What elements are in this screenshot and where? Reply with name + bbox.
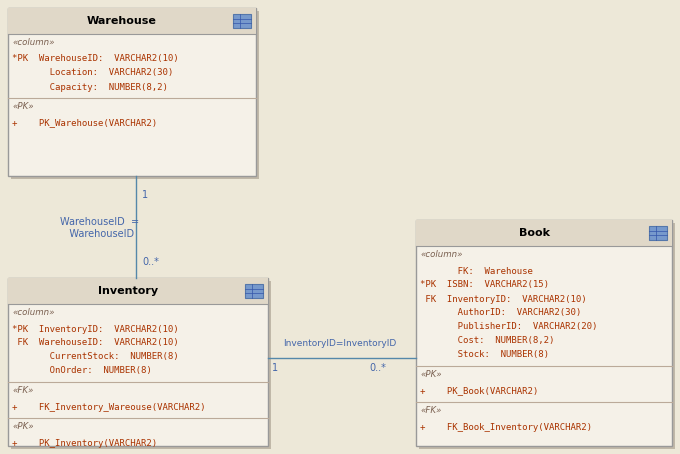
Bar: [8, 8, 256, 176]
Text: FK  InventoryID:  VARCHAR2(10): FK InventoryID: VARCHAR2(10): [420, 295, 587, 304]
Bar: [416, 220, 672, 246]
Text: Capacity:  NUMBER(8,2): Capacity: NUMBER(8,2): [12, 83, 168, 92]
Text: CurrentStock:  NUMBER(8): CurrentStock: NUMBER(8): [12, 352, 179, 361]
Bar: [245, 284, 263, 298]
Text: +    FK_Inventory_Wareouse(VARCHAR2): + FK_Inventory_Wareouse(VARCHAR2): [12, 403, 205, 411]
Text: *PK  WarehouseID:  VARCHAR2(10): *PK WarehouseID: VARCHAR2(10): [12, 54, 179, 64]
Text: «PK»: «PK»: [12, 102, 33, 111]
Text: 1: 1: [142, 190, 148, 200]
Bar: [649, 226, 667, 240]
Text: WarehouseID  =
   WarehouseID: WarehouseID = WarehouseID: [60, 217, 139, 239]
Bar: [416, 220, 672, 446]
Text: Stock:  NUMBER(8): Stock: NUMBER(8): [420, 350, 549, 360]
Text: 0..*: 0..*: [142, 257, 159, 267]
Text: Book: Book: [518, 228, 549, 238]
Text: «column»: «column»: [12, 308, 54, 317]
Bar: [8, 278, 268, 304]
Text: +    PK_Inventory(VARCHAR2): + PK_Inventory(VARCHAR2): [12, 439, 157, 448]
Text: +    FK_Book_Inventory(VARCHAR2): + FK_Book_Inventory(VARCHAR2): [420, 423, 592, 431]
Bar: [11, 281, 271, 449]
Bar: [419, 223, 675, 449]
Text: *PK  ISBN:  VARCHAR2(15): *PK ISBN: VARCHAR2(15): [420, 281, 549, 290]
Text: InventoryID=InventoryID: InventoryID=InventoryID: [284, 339, 396, 348]
Text: +    PK_Book(VARCHAR2): + PK_Book(VARCHAR2): [420, 386, 539, 395]
Text: «column»: «column»: [420, 250, 462, 259]
Bar: [233, 14, 251, 28]
Text: Inventory: Inventory: [98, 286, 158, 296]
Text: AuthorID:  VARCHAR2(30): AuthorID: VARCHAR2(30): [420, 309, 581, 317]
Text: 1: 1: [272, 363, 278, 373]
Text: +    PK_Warehouse(VARCHAR2): + PK_Warehouse(VARCHAR2): [12, 118, 157, 128]
Text: PublisherID:  VARCHAR2(20): PublisherID: VARCHAR2(20): [420, 322, 597, 331]
Text: 0..*: 0..*: [369, 363, 386, 373]
Text: FK:  Warehouse: FK: Warehouse: [420, 266, 533, 276]
Text: OnOrder:  NUMBER(8): OnOrder: NUMBER(8): [12, 366, 152, 375]
Text: «FK»: «FK»: [420, 406, 441, 415]
Text: Cost:  NUMBER(8,2): Cost: NUMBER(8,2): [420, 336, 554, 345]
Text: Location:  VARCHAR2(30): Location: VARCHAR2(30): [12, 69, 173, 78]
Text: Warehouse: Warehouse: [87, 16, 157, 26]
Text: «PK»: «PK»: [12, 422, 33, 431]
Bar: [8, 8, 256, 34]
Text: *PK  InventoryID:  VARCHAR2(10): *PK InventoryID: VARCHAR2(10): [12, 325, 179, 334]
Text: «PK»: «PK»: [420, 370, 441, 379]
Text: «FK»: «FK»: [12, 386, 33, 395]
Bar: [11, 11, 259, 179]
Text: FK  WarehouseID:  VARCHAR2(10): FK WarehouseID: VARCHAR2(10): [12, 339, 179, 347]
Text: «column»: «column»: [12, 38, 54, 47]
Bar: [8, 278, 268, 446]
